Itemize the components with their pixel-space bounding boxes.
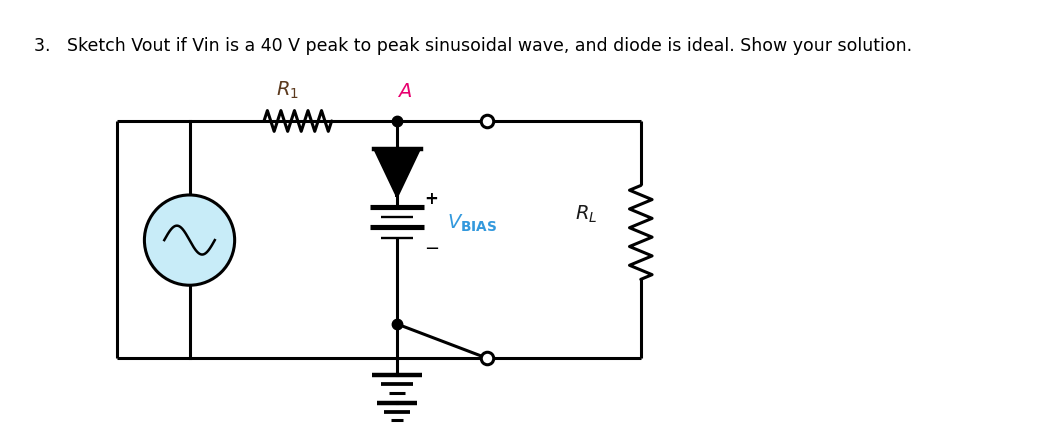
Text: +: +: [425, 190, 438, 209]
Text: $-$: $-$: [423, 238, 439, 256]
Circle shape: [144, 195, 235, 285]
Text: $R_L$: $R_L$: [575, 204, 598, 225]
Text: $V_{\mathbf{BIAS}}$: $V_{\mathbf{BIAS}}$: [446, 212, 498, 234]
Text: 3.   Sketch Vout if Vin is a 40 V peak to peak sinusoidal wave, and diode is ide: 3. Sketch Vout if Vin is a 40 V peak to …: [34, 37, 913, 55]
Text: $A$: $A$: [396, 82, 412, 101]
Text: $R_1$: $R_1$: [275, 80, 298, 101]
Polygon shape: [374, 149, 419, 196]
